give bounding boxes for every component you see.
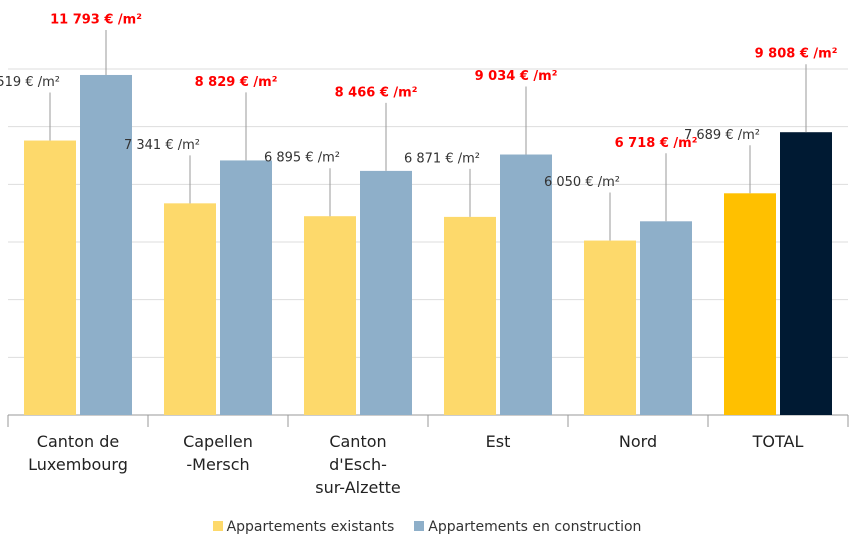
legend-label: Appartements en construction [428,519,642,535]
x-tick-label: Canton d'Esch- sur-Alzette [315,432,401,497]
legend-swatch [212,521,223,531]
data-label: 9 519 € /m² [0,75,60,90]
legend-label: Appartements existants [226,519,395,535]
data-label: 8 466 € /m² [335,85,418,100]
bar [780,132,832,415]
data-label: 7 341 € /m² [124,138,200,153]
bar [360,170,412,415]
data-label: 7 689 € /m² [684,128,760,143]
bar [304,216,356,415]
data-label: 9 034 € /m² [475,69,558,84]
legend: Appartements existants Appartements en co… [0,519,854,535]
bar [80,74,132,415]
bar [500,154,552,416]
bar [164,203,216,415]
legend-swatch [414,521,425,531]
bar [640,221,692,415]
x-tick-label: Canton de Luxembourg [28,432,128,474]
data-label: 11 793 € /m² [50,13,142,28]
bar [724,193,776,415]
bar [584,240,636,415]
legend-item: Appartements existants [212,519,395,535]
bar [444,216,496,415]
x-tick-label: Capellen -Mersch [183,432,253,474]
data-label: 9 808 € /m² [755,47,838,62]
data-label: 6 895 € /m² [264,151,340,166]
bar [24,140,76,415]
x-tick-label: Nord [618,432,658,451]
data-label: 6 050 € /m² [544,175,620,190]
legend-item: Appartements en construction [414,519,641,535]
bar [220,160,272,415]
x-tick-label: TOTAL [752,432,804,451]
x-tick-label: Est [485,432,511,451]
data-label: 8 829 € /m² [195,75,278,90]
data-label: 6 871 € /m² [404,151,480,166]
data-label: 6 718 € /m² [615,136,698,151]
